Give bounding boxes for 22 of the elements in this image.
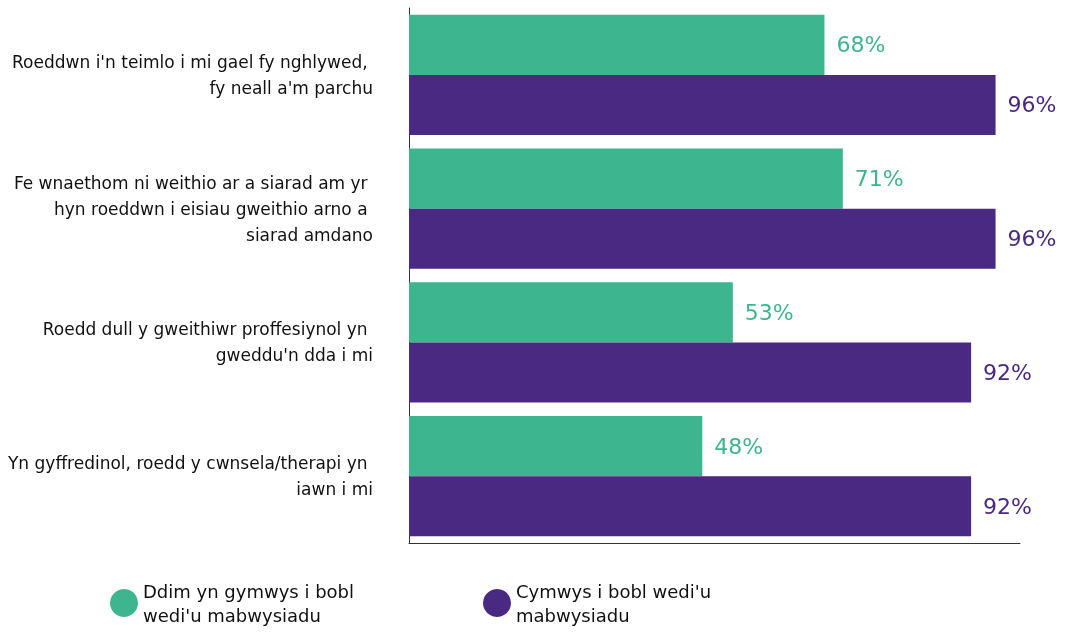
data-label: 48% [714, 433, 764, 459]
y-tick-label: Roeddwn i'n teimlo i mi gael fy nghlywed, fy neall a'm parchu [12, 51, 373, 98]
bar [409, 342, 972, 403]
data-label: 96% [1007, 92, 1057, 118]
data-label: 92% [983, 359, 1033, 385]
y-tick-label: Fe wnaethom ni weithio ar a siarad am yr hyn roeddwn i eisiau gweithio arno a siarad amdano [13, 172, 373, 245]
data-label: 96% [1007, 226, 1057, 252]
bar [409, 476, 972, 537]
legend-label: Ddim yn gymwys i bobl wedi'u mabwysiadu [143, 580, 360, 626]
data-label: 68% [836, 32, 886, 58]
bar [409, 148, 843, 209]
bar [409, 415, 703, 477]
data-label: 53% [744, 299, 794, 325]
bar [409, 74, 996, 136]
legend-label: Cymwys i bobl wedi'u mabwysiadu [516, 580, 717, 626]
y-tick-label: Yn gyffredinol, roedd y cwnsela/therapi yn iawn i mi [6, 453, 373, 500]
data-label: 71% [854, 166, 904, 192]
bar [409, 14, 825, 75]
data-label: 92% [983, 493, 1033, 519]
bar [409, 282, 733, 343]
y-tick-label: Roedd dull y gweithiwr proffesiynol yn gweddu'n dda i mi [42, 319, 373, 366]
bar [409, 208, 996, 269]
